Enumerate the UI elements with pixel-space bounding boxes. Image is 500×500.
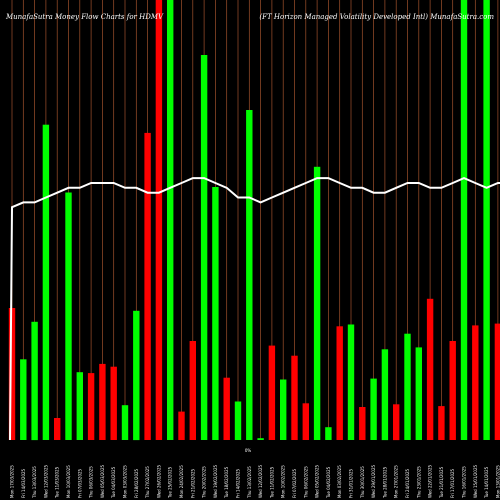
tick-label: Fri 17/01/2025 bbox=[450, 468, 455, 498]
tick-label: Thu 06/02/2025 bbox=[303, 466, 308, 499]
bar bbox=[87, 373, 95, 440]
bar bbox=[178, 411, 185, 440]
tick-label: Tue 28/01/2025 bbox=[382, 466, 387, 499]
bar bbox=[438, 406, 445, 440]
tick-label: Fri 07/03/2025 bbox=[77, 468, 82, 498]
tick-label: Mon 03/02/2025 bbox=[337, 465, 342, 498]
bar bbox=[449, 341, 456, 440]
bar bbox=[426, 298, 434, 440]
tick-label: Thu 13/02/2025 bbox=[247, 466, 252, 499]
tick-label: Thu 30/01/2025 bbox=[360, 466, 365, 499]
bar bbox=[460, 0, 468, 440]
bar bbox=[381, 349, 389, 441]
bar bbox=[280, 379, 287, 440]
bar bbox=[212, 187, 219, 440]
tick-label: Mon 10/02/2025 bbox=[281, 465, 286, 498]
bar bbox=[76, 372, 83, 440]
tick-label: Wed 05/03/2025 bbox=[100, 464, 105, 498]
tick-label: Thu 16/01/2025 bbox=[462, 466, 467, 499]
bar bbox=[234, 401, 242, 440]
tick-label: Wed 22/01/2025 bbox=[428, 464, 433, 498]
bar bbox=[325, 427, 332, 440]
tick-label: Fri 14/02/2025 bbox=[236, 468, 241, 498]
tick-label: Tue 25/02/2025 bbox=[168, 466, 173, 499]
tick-label: Fri 28/02/2025 bbox=[134, 468, 139, 498]
tick-label: Thu 13/03/2025 bbox=[32, 466, 37, 499]
bar bbox=[483, 0, 490, 440]
bar bbox=[313, 166, 321, 441]
bar bbox=[42, 124, 50, 440]
tick-label: Wed 29/01/2025 bbox=[371, 464, 376, 498]
bar bbox=[268, 345, 276, 440]
bar bbox=[200, 55, 208, 440]
tick-label: Wed 12/03/2025 bbox=[43, 464, 48, 498]
tick-label: Fri 14/03/2025 bbox=[21, 468, 26, 498]
tick-label: Fri 21/02/2025 bbox=[190, 468, 195, 498]
tick-label: Fri 07/02/2025 bbox=[292, 468, 297, 498]
bar bbox=[415, 347, 422, 440]
tick-label: Wed 15/01/2025 bbox=[473, 464, 478, 498]
tick-label: Thu 06/03/2025 bbox=[89, 466, 94, 499]
tick-label: Tue 14/01/2025 bbox=[484, 466, 489, 499]
tick-label: Wed 05/02/2025 bbox=[315, 464, 320, 498]
bar bbox=[370, 378, 377, 440]
bar bbox=[8, 308, 16, 440]
bar bbox=[133, 310, 140, 441]
header-left-text: MunafaSutra Money Flow Charts for HDMV bbox=[5, 13, 164, 21]
tick-label: Mon 10/03/2025 bbox=[66, 465, 71, 498]
bar bbox=[31, 321, 38, 441]
bar bbox=[291, 355, 298, 440]
bars bbox=[8, 0, 500, 441]
tick-label: Tue 11/03/2025 bbox=[55, 466, 60, 499]
tick-label: Tue 21/01/2025 bbox=[439, 466, 444, 499]
tick-label: Thu 20/02/2025 bbox=[202, 466, 207, 499]
tick-label: Fri 31/01/2025 bbox=[349, 468, 354, 498]
bar bbox=[472, 325, 479, 440]
bar bbox=[246, 110, 253, 440]
bar bbox=[20, 359, 27, 440]
tick-label: Tue 04/02/2025 bbox=[326, 466, 331, 499]
bar bbox=[336, 326, 343, 440]
x-tick-labels: Mon 17/03/2025 Fri 14/03/2025 Thu 13/03/20… bbox=[10, 464, 500, 499]
mid-axis-label: 0% bbox=[245, 448, 252, 453]
bar bbox=[65, 192, 72, 440]
bar bbox=[347, 324, 355, 440]
bar bbox=[144, 132, 151, 440]
tick-label: Fri 24/01/2025 bbox=[405, 468, 410, 498]
tick-label: Mon 17/03/2025 bbox=[10, 465, 15, 498]
bar bbox=[167, 0, 174, 440]
tick-label: Tue 04/03/2025 bbox=[111, 466, 116, 499]
tick-label: Mon 27/01/2025 bbox=[394, 465, 399, 498]
bar bbox=[257, 438, 264, 440]
bar bbox=[189, 341, 196, 440]
header-right-text: (FT Horizon Managed Volatility Developed… bbox=[259, 13, 494, 21]
bar bbox=[393, 404, 400, 441]
tick-label: Mon 13/01/2025 bbox=[495, 465, 500, 498]
tick-label: Thu 27/02/2025 bbox=[145, 466, 150, 499]
bar bbox=[494, 323, 500, 440]
bar bbox=[359, 407, 366, 440]
bar bbox=[404, 333, 411, 440]
bar bbox=[54, 418, 61, 440]
bar bbox=[110, 366, 117, 440]
tick-label: Wed 12/02/2025 bbox=[258, 464, 263, 498]
money-flow-line bbox=[9, 177, 500, 441]
tick-label: Mon 03/03/2025 bbox=[123, 465, 128, 498]
tick-label: Mon 24/02/2025 bbox=[179, 465, 184, 498]
tick-label: Wed 26/02/2025 bbox=[156, 464, 161, 498]
tick-label: Thu 23/01/2025 bbox=[416, 466, 421, 499]
bar bbox=[121, 405, 129, 440]
tick-label: Tue 11/02/2025 bbox=[269, 466, 274, 499]
bar bbox=[155, 0, 163, 440]
tick-label: Wed 19/02/2025 bbox=[213, 464, 218, 498]
bar bbox=[99, 363, 106, 440]
bar bbox=[223, 377, 230, 440]
tick-label: Tue 18/02/2025 bbox=[224, 466, 229, 499]
bar bbox=[302, 403, 309, 440]
